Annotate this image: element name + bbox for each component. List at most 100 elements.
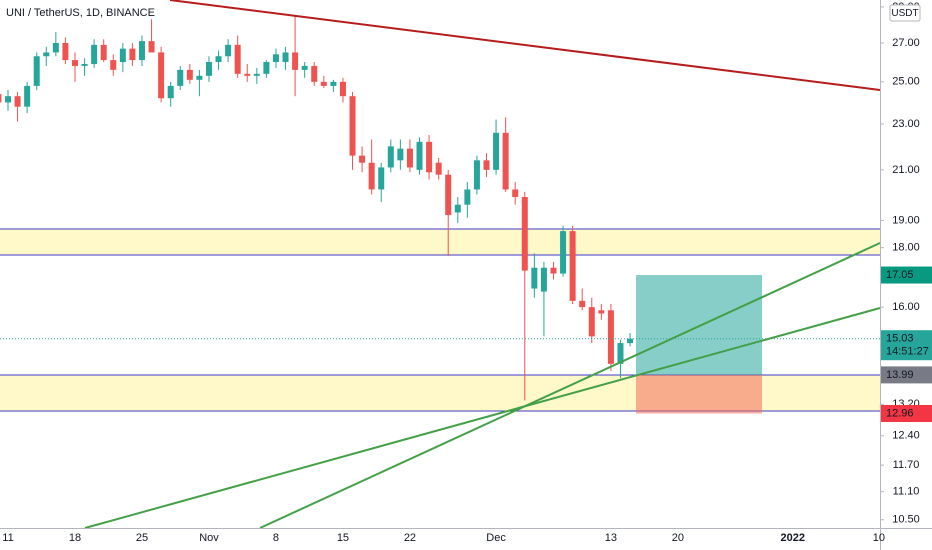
candle-body xyxy=(598,310,605,314)
candle-body xyxy=(43,52,50,57)
price-label: 12.96 xyxy=(886,407,914,419)
candle-body xyxy=(416,141,423,170)
currency-box xyxy=(889,4,921,22)
candle-body xyxy=(397,148,404,161)
candle-body xyxy=(550,267,557,274)
candle-body xyxy=(100,44,107,61)
price-label-box xyxy=(881,330,932,361)
countdown-label: 14:51:27 xyxy=(886,346,929,358)
price-label: 15.03 xyxy=(886,333,914,345)
y-tick-label: 21.00 xyxy=(892,164,920,176)
stop-zone xyxy=(636,374,762,414)
candle-body xyxy=(445,174,452,216)
candle-body xyxy=(349,96,356,156)
candle-body xyxy=(627,338,634,344)
candle-body xyxy=(205,62,212,76)
candle-body xyxy=(167,85,174,99)
candle-body xyxy=(186,69,193,80)
y-tick-label: 11.70 xyxy=(893,459,920,471)
candle-body xyxy=(196,75,203,80)
y-tick-label: 16.00 xyxy=(892,301,920,313)
candle-body xyxy=(502,132,509,190)
y-tick-label: 11.10 xyxy=(893,486,920,498)
candle-body xyxy=(52,42,59,53)
candle-body xyxy=(0,94,2,103)
x-tick-label: 20 xyxy=(672,532,684,544)
candle-body xyxy=(138,41,145,61)
candle-body xyxy=(560,231,567,274)
candle-body xyxy=(24,85,31,107)
candle-body xyxy=(91,44,98,64)
candle-body xyxy=(282,52,289,63)
x-tick-label: 25 xyxy=(136,532,148,544)
candle-body xyxy=(339,81,346,97)
candle-body xyxy=(320,81,327,86)
x-tick-label: 13 xyxy=(605,532,617,544)
candle-body xyxy=(617,343,624,364)
y-tick-label: 25.00 xyxy=(892,76,920,88)
candle-body xyxy=(292,52,299,70)
candle-body xyxy=(177,69,184,86)
y-tick-label: 10.50 xyxy=(892,514,920,526)
candle-body xyxy=(473,160,480,190)
candle-body xyxy=(540,267,547,292)
y-tick-label: 19.00 xyxy=(892,214,920,226)
resistance-zone xyxy=(0,229,880,255)
position-tool xyxy=(636,275,762,414)
candle-body xyxy=(119,48,126,63)
candle-body xyxy=(244,73,251,76)
candle-body xyxy=(158,52,165,99)
price-label-box xyxy=(881,366,932,384)
candle-body xyxy=(368,162,375,190)
candle-body xyxy=(253,73,260,76)
candle-body xyxy=(33,56,40,86)
candle-body xyxy=(512,189,519,198)
y-tick-label: 18.00 xyxy=(892,242,920,254)
trend-line xyxy=(84,307,881,529)
candle-body xyxy=(225,44,232,57)
candle-body xyxy=(81,63,88,66)
candle-body xyxy=(493,132,500,170)
x-tick-label: 10 xyxy=(873,532,885,544)
candle-body xyxy=(234,44,241,74)
symbol-title: UNI / TetherUS, 1D, BINANCE xyxy=(6,7,155,19)
x-tick-label: 2022 xyxy=(780,532,804,544)
currency-label: USDT xyxy=(891,8,918,19)
trend-line xyxy=(169,0,881,91)
candle-body xyxy=(588,307,595,337)
candles xyxy=(0,15,880,401)
price-label: 13.99 xyxy=(886,369,914,381)
x-tick-label: 22 xyxy=(404,532,416,544)
x-tick-label: Dec xyxy=(486,532,506,544)
candle-body xyxy=(579,300,586,308)
candle-body xyxy=(129,48,136,61)
candle-body xyxy=(215,56,222,63)
candle-body xyxy=(483,160,490,170)
price-label: 17.05 xyxy=(886,269,914,281)
price-label-box xyxy=(881,405,932,423)
candle-body xyxy=(521,197,528,271)
y-tick-label: 23.00 xyxy=(892,118,920,130)
candle-body xyxy=(5,96,11,103)
candle-body xyxy=(148,41,155,53)
candle-body xyxy=(301,65,308,70)
candle-body xyxy=(263,62,270,74)
x-tick-label: 18 xyxy=(69,532,81,544)
candle-body xyxy=(330,81,337,86)
x-tick-label: 8 xyxy=(273,532,279,544)
candle-body xyxy=(71,60,78,66)
candle-body xyxy=(378,167,385,190)
candle-body xyxy=(272,54,279,63)
y-tick-label: 12.40 xyxy=(892,430,920,442)
price-label-box xyxy=(881,266,932,284)
trend-line xyxy=(259,242,881,529)
x-tick-label: Nov xyxy=(199,532,219,544)
candle-body xyxy=(62,42,69,61)
candle-body xyxy=(406,148,413,168)
candle-body xyxy=(387,146,394,168)
candle-body xyxy=(464,189,471,205)
time-axis xyxy=(0,528,932,550)
candle-body xyxy=(454,204,461,213)
